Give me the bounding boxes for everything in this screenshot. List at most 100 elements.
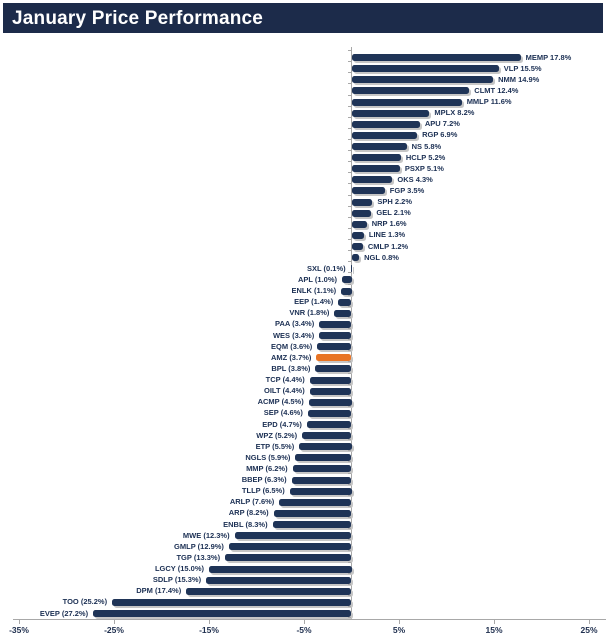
bar-memp xyxy=(351,54,521,61)
y-axis-tick xyxy=(348,272,351,274)
y-axis-tick xyxy=(348,150,351,152)
x-axis-tick-label: -25% xyxy=(104,625,124,635)
bar-label-gel: GEL 2.1% xyxy=(376,208,411,218)
bar-label-enlk: ENLK (1.1%) xyxy=(291,286,337,295)
y-axis-tick xyxy=(348,339,351,341)
bar-label-tcp: TCP (4.4%) xyxy=(265,375,305,384)
y-axis-tick xyxy=(348,439,351,441)
bar-oilt xyxy=(309,387,352,395)
bar-label-tllp: TLLP (6.5%) xyxy=(241,486,285,496)
bar-clmt xyxy=(351,87,470,95)
bar-label-mmlp: MMLP 11.6% xyxy=(466,97,512,106)
y-axis-tick xyxy=(348,594,351,596)
bar-label-wes: WES (3.4%) xyxy=(272,330,315,340)
y-axis-tick xyxy=(348,450,351,452)
bar-label-vnr: VNR (1.8%) xyxy=(289,308,330,318)
y-axis-line xyxy=(351,47,352,619)
y-axis-tick xyxy=(348,216,351,218)
bar-label-tgp: TGP (13.3%) xyxy=(176,552,221,562)
x-axis-tick xyxy=(399,620,400,624)
y-axis-tick xyxy=(348,205,351,207)
bar-bpl xyxy=(315,365,352,373)
bar-label-sph: SPH 2.2% xyxy=(377,197,412,207)
bar-label-bpl: BPL (3.8%) xyxy=(271,363,311,373)
chart-title: January Price Performance xyxy=(12,8,264,29)
y-axis-tick xyxy=(348,194,351,196)
bar-label-memp: MEMP 17.8% xyxy=(525,52,572,62)
bar-ngls xyxy=(295,454,352,462)
x-axis-line xyxy=(13,619,606,620)
y-axis-tick xyxy=(348,305,351,307)
bar-mmlp xyxy=(351,98,462,106)
bar-bbep xyxy=(291,476,352,484)
bar-too xyxy=(112,598,352,606)
bar-label-ns: NS 5.8% xyxy=(411,141,442,151)
y-axis-tick xyxy=(348,361,351,363)
bar-label-dpm: DPM (17.4%) xyxy=(136,586,182,596)
bar-label-eep: EEP (1.4%) xyxy=(294,297,334,307)
bar-vlp xyxy=(351,65,499,73)
bar-label-apu: APU 7.2% xyxy=(424,119,460,129)
bar-label-too: TOO (25.2%) xyxy=(62,597,108,607)
bar-label-sxl: SXL (0.1%) xyxy=(306,263,346,273)
x-axis-tick xyxy=(494,620,495,624)
bar-label-enbl: ENBL (8.3%) xyxy=(223,519,268,529)
bar-paa xyxy=(319,320,352,328)
bar-label-fgp: FGP 3.5% xyxy=(389,185,425,195)
bar-label-bbep: BBEP (6.3%) xyxy=(241,475,287,485)
y-axis-tick xyxy=(348,394,351,396)
bar-arp xyxy=(273,509,352,517)
bar-label-mwe: MWE (12.3%) xyxy=(182,530,230,540)
x-axis-tick xyxy=(589,620,590,624)
bar-label-acmp: ACMP (4.5%) xyxy=(257,397,304,407)
y-axis-tick xyxy=(348,583,351,585)
y-axis-tick xyxy=(348,83,351,85)
bar-oks xyxy=(351,176,393,184)
bar-amz xyxy=(316,354,352,362)
bar-sxl xyxy=(350,265,352,273)
y-axis-tick xyxy=(348,505,351,507)
bar-label-amz: AMZ (3.7%) xyxy=(270,352,312,362)
bar-ns xyxy=(351,143,407,150)
bar-label-ngls: NGLS (5.9%) xyxy=(245,452,291,462)
bar-eqm xyxy=(317,343,352,351)
bar-mwe xyxy=(234,532,352,540)
bar-label-arp: ARP (8.2%) xyxy=(228,508,269,518)
bar-label-rgp: RGP 6.9% xyxy=(422,130,458,140)
bar-label-ngl: NGL 0.8% xyxy=(364,252,399,262)
bar-label-hclp: HCLP 5.2% xyxy=(405,152,446,162)
bar-label-eqm: EQM (3.6%) xyxy=(271,341,313,351)
bar-tcp xyxy=(309,376,352,384)
y-axis-tick xyxy=(348,606,351,607)
bar-sep xyxy=(307,409,352,417)
x-axis-tick xyxy=(209,620,210,624)
y-axis-tick xyxy=(348,428,351,430)
bar-label-paa: PAA (3.4%) xyxy=(275,319,315,329)
bar-vnr xyxy=(334,309,352,317)
x-axis-tick xyxy=(304,620,305,624)
y-axis-tick xyxy=(348,550,351,552)
bar-fgp xyxy=(351,187,385,195)
bar-gmlp xyxy=(228,543,352,551)
bar-tgp xyxy=(225,554,352,562)
x-axis-tick xyxy=(114,620,115,624)
y-axis-tick xyxy=(348,539,351,541)
y-axis-tick xyxy=(348,472,351,474)
y-axis-tick xyxy=(348,61,351,63)
bar-label-line: LINE 1.3% xyxy=(368,230,406,240)
y-axis-tick xyxy=(348,617,351,619)
y-axis-tick xyxy=(348,461,351,463)
bar-lgcy xyxy=(209,565,352,573)
y-axis-tick xyxy=(348,161,351,163)
bar-label-wpz: WPZ (5.2%) xyxy=(256,430,298,440)
chart-title-bar: January Price Performance xyxy=(3,3,603,33)
bar-label-cmlp: CMLP 1.2% xyxy=(367,241,409,251)
bar-sph xyxy=(351,198,373,206)
y-axis-tick xyxy=(348,494,351,496)
bar-wes xyxy=(319,332,352,339)
y-axis-tick xyxy=(348,183,351,185)
bar-arlp xyxy=(279,498,352,506)
y-axis-tick xyxy=(348,328,351,329)
bar-tllp xyxy=(289,487,352,495)
bar-label-psxp: PSXP 5.1% xyxy=(404,163,444,173)
